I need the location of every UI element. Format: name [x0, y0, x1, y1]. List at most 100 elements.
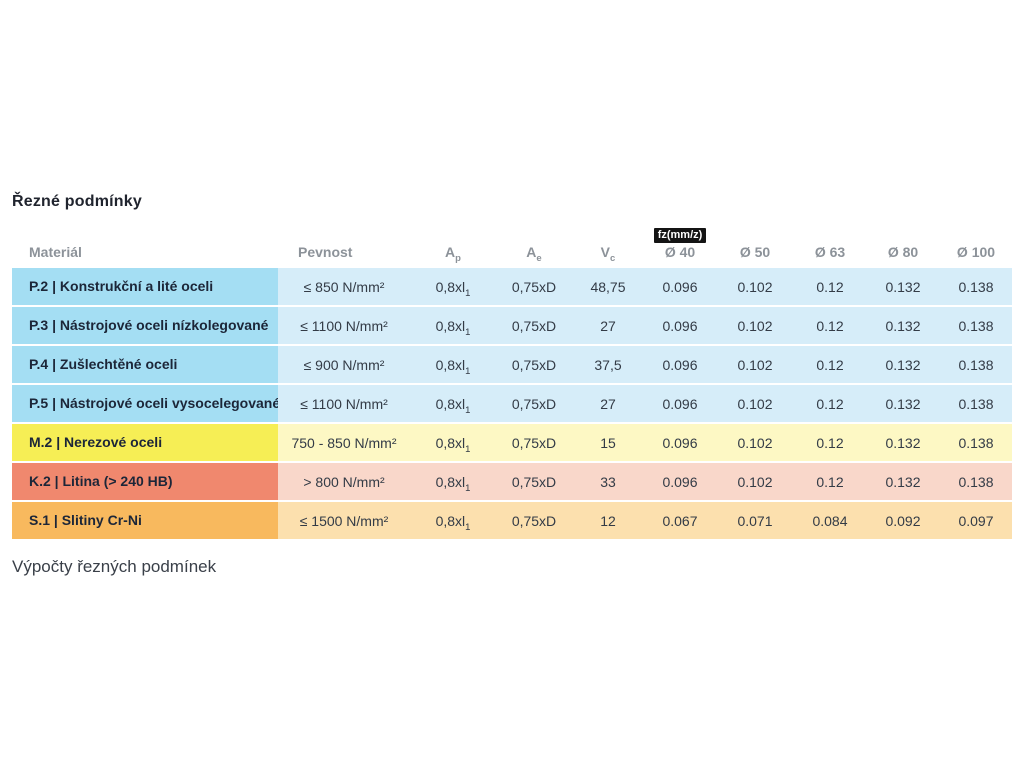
- header-d40-label: Ø 40: [664, 243, 696, 260]
- ae-cell: 0,75xD: [511, 278, 557, 295]
- fz-d80-cell: 0.132: [885, 317, 921, 334]
- header-material: Materiál: [29, 243, 82, 260]
- fz-d80-cell: 0.132: [885, 395, 921, 412]
- fz-d50-cell: 0.102: [737, 356, 773, 373]
- page-footer: Výpočty řezných podmínek: [12, 557, 217, 576]
- pevnost-cell: > 800 N/mm²: [303, 473, 385, 490]
- fz-d40-cell: 0.096: [662, 356, 698, 373]
- fz-d50-cell: 0.102: [737, 395, 773, 412]
- fz-d80-cell: 0.092: [885, 512, 921, 529]
- fz-unit-badge: fz(mm/z): [653, 227, 707, 243]
- ap-value: 0,8xl: [435, 317, 466, 334]
- table-row: K.2 | Litina (> 240 HB) > 800 N/mm² 0,8x…: [12, 463, 1012, 500]
- fz-d100-cell: 0.138: [958, 473, 994, 490]
- table-row: P.5 | Nástrojové oceli vysocelegované ≤ …: [12, 385, 1012, 422]
- fz-d40-cell: 0.096: [662, 317, 698, 334]
- ae-cell: 0,75xD: [511, 434, 557, 451]
- ap-cell: 0,8xl1: [410, 278, 496, 298]
- fz-d100-cell: 0.138: [958, 434, 994, 451]
- header-vc: Vc: [572, 243, 644, 264]
- ap-value: 0,8xl: [435, 278, 466, 295]
- table-row: P.2 | Konstrukční a lité oceli ≤ 850 N/m…: [12, 268, 1012, 305]
- header-ae: Ae: [496, 244, 572, 263]
- fz-d63-cell: 0.12: [816, 473, 844, 490]
- header-d40: fz(mm/z) Ø 40: [644, 227, 716, 260]
- ap-sub: 1: [465, 365, 471, 377]
- header-ap-sub: p: [455, 252, 461, 264]
- ap-cell: 0,8xl1: [410, 473, 496, 494]
- table-row: P.4 | Zušlechtěné oceli ≤ 900 N/mm² 0,8x…: [12, 346, 1012, 383]
- fz-d50-cell: 0.102: [737, 278, 773, 295]
- pevnost-cell: ≤ 1100 N/mm²: [300, 395, 388, 412]
- fz-d80-cell: 0.132: [885, 278, 921, 295]
- vc-cell: 27: [600, 317, 616, 334]
- fz-d50-cell: 0.102: [737, 434, 773, 451]
- material-cell: P.3 | Nástrojové oceli nízkolegované: [12, 307, 278, 344]
- ap-cell: 0,8xl1: [410, 434, 496, 454]
- header-vc-main: V: [600, 243, 611, 260]
- material-cell: P.4 | Zušlechtěné oceli: [12, 346, 278, 383]
- vc-cell: 37,5: [594, 356, 622, 373]
- ap-value: 0,8xl: [435, 434, 466, 451]
- ap-cell: 0,8xl1: [410, 317, 496, 338]
- ae-cell: 0,75xD: [511, 395, 557, 412]
- ae-cell: 0,75xD: [511, 356, 557, 373]
- ae-cell: 0,75xD: [511, 512, 557, 529]
- fz-d100-cell: 0.138: [958, 395, 994, 412]
- fz-d63-cell: 0.12: [816, 317, 844, 334]
- fz-d100-cell: 0.138: [958, 278, 994, 295]
- vc-cell: 15: [600, 434, 616, 451]
- cutting-conditions-table: Materiál Pevnost Ap Ae Vc fz(mm/z) Ø 40 …: [12, 226, 1012, 541]
- fz-d80-cell: 0.132: [885, 356, 921, 373]
- pevnost-cell: ≤ 900 N/mm²: [303, 356, 385, 373]
- header-ap-main: A: [445, 243, 456, 260]
- table-row: P.3 | Nástrojové oceli nízkolegované ≤ 1…: [12, 307, 1012, 344]
- fz-d50-cell: 0.102: [737, 473, 773, 490]
- material-cell: K.2 | Litina (> 240 HB): [12, 463, 278, 500]
- fz-d63-cell: 0.12: [816, 395, 844, 412]
- table-body: P.2 | Konstrukční a lité oceli ≤ 850 N/m…: [12, 268, 1012, 539]
- fz-d100-cell: 0.097: [958, 512, 994, 529]
- fz-d63-cell: 0.12: [816, 356, 844, 373]
- page-title: Řezné podmínky: [12, 193, 142, 210]
- header-vc-sub: c: [610, 252, 616, 264]
- fz-stack: fz(mm/z) Ø 40: [644, 227, 716, 260]
- fz-d40-cell: 0.096: [662, 395, 698, 412]
- material-cell: M.2 | Nerezové oceli: [12, 424, 278, 461]
- ap-sub: 1: [465, 326, 471, 338]
- ap-cell: 0,8xl1: [410, 356, 496, 377]
- ap-sub: 1: [465, 482, 471, 494]
- vc-cell: 12: [600, 512, 616, 529]
- fz-d63-cell: 0.12: [816, 434, 844, 451]
- header-pevnost: Pevnost: [298, 243, 353, 260]
- ap-cell: 0,8xl1: [410, 396, 496, 416]
- fz-d63-cell: 0.084: [812, 512, 848, 529]
- ap-value: 0,8xl: [435, 473, 466, 490]
- fz-d100-cell: 0.138: [958, 317, 994, 334]
- header-d100: Ø 100: [956, 243, 996, 260]
- header-d80: Ø 80: [887, 243, 919, 260]
- fz-d50-cell: 0.102: [737, 317, 773, 334]
- ap-cell: 0,8xl1: [410, 513, 496, 533]
- ae-cell: 0,75xD: [511, 317, 557, 334]
- table-header-row: Materiál Pevnost Ap Ae Vc fz(mm/z) Ø 40 …: [12, 226, 1012, 268]
- fz-d80-cell: 0.132: [885, 434, 921, 451]
- table-row: M.2 | Nerezové oceli 750 - 850 N/mm² 0,8…: [12, 424, 1012, 461]
- fz-d50-cell: 0.071: [737, 512, 773, 529]
- ap-sub: 1: [465, 404, 471, 416]
- ap-sub: 1: [465, 521, 471, 533]
- material-cell: S.1 | Slitiny Cr-Ni: [12, 502, 278, 539]
- table-row: S.1 | Slitiny Cr-Ni ≤ 1500 N/mm² 0,8xl1 …: [12, 502, 1012, 539]
- pevnost-cell: 750 - 850 N/mm²: [291, 434, 397, 451]
- material-cell: P.5 | Nástrojové oceli vysocelegované: [12, 385, 278, 422]
- fz-d40-cell: 0.096: [662, 473, 698, 490]
- header-d50: Ø 50: [739, 243, 771, 260]
- pevnost-cell: ≤ 1100 N/mm²: [300, 317, 388, 334]
- ap-value: 0,8xl: [435, 356, 466, 373]
- vc-cell: 48,75: [590, 278, 626, 295]
- fz-d40-cell: 0.096: [662, 434, 698, 451]
- vc-cell: 27: [600, 395, 616, 412]
- fz-d40-cell: 0.096: [662, 278, 698, 295]
- fz-d40-cell: 0.067: [662, 512, 698, 529]
